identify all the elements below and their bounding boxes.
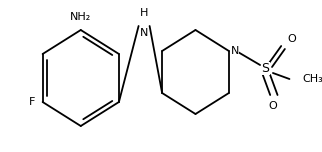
Text: NH₂: NH₂ [70,12,91,22]
Text: O: O [269,101,277,111]
Text: CH₃: CH₃ [302,74,322,84]
Text: H: H [140,8,148,18]
Text: N: N [231,46,239,56]
Text: S: S [261,62,270,76]
Text: O: O [288,34,296,44]
Text: F: F [29,97,35,107]
Text: N: N [140,28,148,38]
